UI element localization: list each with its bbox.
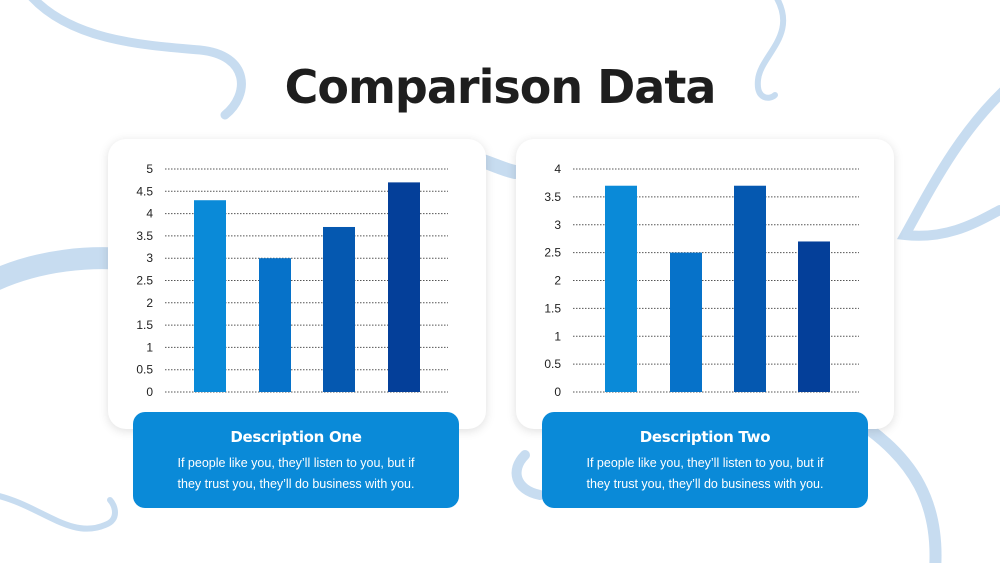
chart-card-two: 0 0.5 1 1.5 2 2.5 3 3.5 4 xyxy=(516,139,894,429)
y-tick-label: 5 xyxy=(146,162,153,176)
description-line: If people like you, they’ll listen to yo… xyxy=(586,456,824,470)
description-line: If people like you, they’ll listen to yo… xyxy=(177,456,415,470)
y-tick-label: 2.5 xyxy=(544,246,561,260)
bar-chart-two: 0 0.5 1 1.5 2 2.5 3 3.5 4 xyxy=(544,162,859,399)
bar xyxy=(734,185,766,392)
ribbon-right xyxy=(896,87,1000,241)
page-title: Comparison Data xyxy=(284,60,717,114)
ribbon-bottom-right xyxy=(864,424,942,563)
y-tick-label: 0 xyxy=(554,385,561,399)
chart-card-one: 0 0.5 1 1.5 2 2.5 3 3.5 4 4.5 5 xyxy=(108,139,486,429)
y-tick-label: 4 xyxy=(146,207,153,221)
ribbon-bottom-center xyxy=(511,450,545,500)
bar xyxy=(388,182,420,392)
y-tick-label: 3.5 xyxy=(544,190,561,204)
y-tick-label: 1 xyxy=(146,340,153,354)
description-box-one: Description One If people like you, they… xyxy=(133,412,459,508)
description-box-two: Description Two If people like you, they… xyxy=(542,412,868,508)
y-tick-label: 1.5 xyxy=(136,318,153,332)
ribbon-top-right xyxy=(754,0,787,101)
y-tick-label: 4.5 xyxy=(136,184,153,198)
y-tick-label: 2.5 xyxy=(136,274,153,288)
y-tick-label: 1 xyxy=(554,329,561,343)
y-tick-label: 2 xyxy=(554,274,561,288)
bar xyxy=(194,200,226,392)
y-tick-label: 0.5 xyxy=(544,357,561,371)
bar xyxy=(798,241,830,392)
description-title: Description Two xyxy=(639,428,771,446)
y-tick-label: 4 xyxy=(554,162,561,176)
ribbon-top-left xyxy=(28,0,246,120)
bar-chart-one: 0 0.5 1 1.5 2 2.5 3 3.5 4 4.5 5 xyxy=(136,162,448,399)
description-line: they trust you, they’ll do business with… xyxy=(586,477,824,491)
ribbon-bottom-left xyxy=(0,493,118,532)
y-tick-label: 0.5 xyxy=(136,363,153,377)
y-tick-label: 3.5 xyxy=(136,229,153,243)
description-title: Description One xyxy=(230,428,362,446)
bar xyxy=(605,185,637,392)
y-tick-label: 3 xyxy=(146,251,153,265)
bar xyxy=(670,252,702,392)
y-tick-label: 1.5 xyxy=(544,301,561,315)
y-tick-label: 2 xyxy=(146,296,153,310)
bar xyxy=(259,258,291,392)
description-line: they trust you, they’ll do business with… xyxy=(177,477,415,491)
y-tick-label: 0 xyxy=(146,385,153,399)
y-tick-label: 3 xyxy=(554,218,561,232)
bar xyxy=(323,226,355,392)
